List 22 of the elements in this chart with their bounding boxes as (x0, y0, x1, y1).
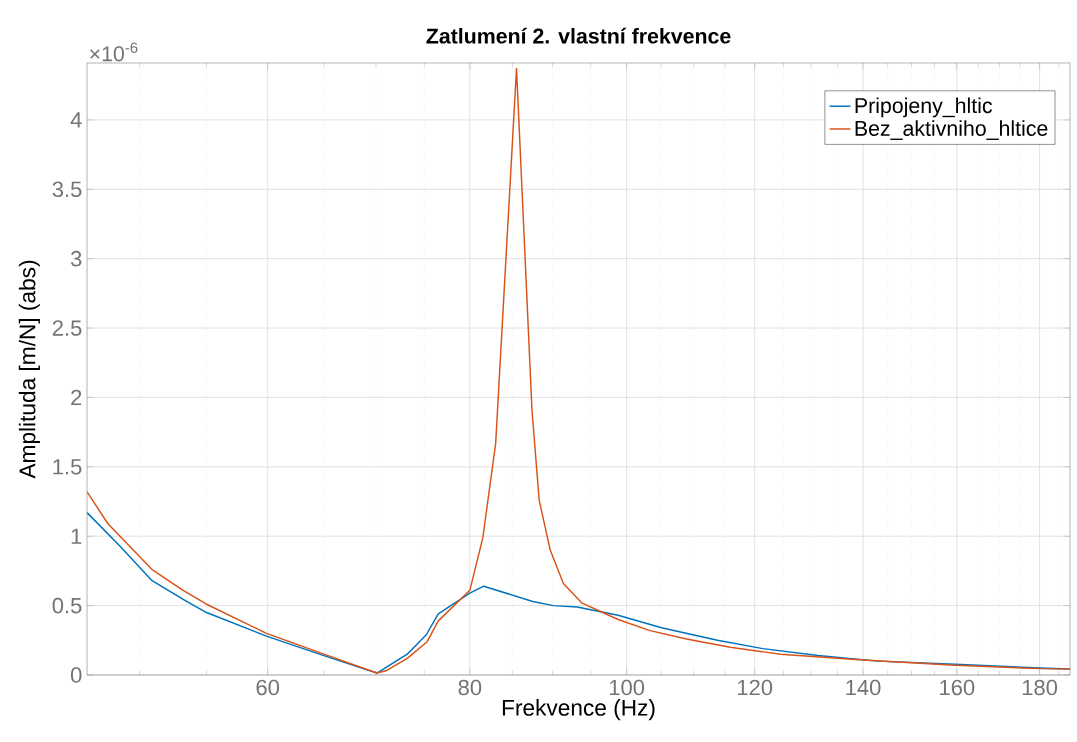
y-tick-label: 2.5 (52, 320, 82, 336)
x-tick-label: 180 (1022, 679, 1058, 696)
chart-title: Zatlumení 2. vlastní frekvence (426, 27, 731, 44)
legend-label: Pripojeny_hltic (855, 97, 993, 118)
y-axis-title: Amplituda [m/N] (abs) (18, 260, 40, 479)
x-axis-title: Frekvence (Hz) (502, 699, 655, 721)
y-tick-label: 0.5 (52, 597, 82, 614)
x-tick-label: 100 (609, 679, 645, 696)
text: ×10$^{-6}$ (90, 42, 138, 62)
y-tick-label: 0 (70, 667, 82, 683)
y-tick-label: 4 (70, 112, 82, 128)
y-tick-label: 3 (70, 250, 82, 267)
x-tick-label: 120 (738, 679, 773, 696)
y-tick-label: 1 (71, 528, 82, 544)
y-tick-label: 3.5 (52, 181, 82, 198)
y-tick-label: 2 (71, 389, 82, 406)
x-tick-label: 60 (256, 679, 280, 696)
x-tick-label: 140 (846, 679, 881, 696)
y-tick-label: 1.5 (53, 459, 82, 475)
legend-label: Bez_aktivniho_hltice (855, 120, 1048, 140)
x-tick-label: 160 (940, 679, 975, 696)
x-tick-label: 80 (458, 679, 482, 696)
